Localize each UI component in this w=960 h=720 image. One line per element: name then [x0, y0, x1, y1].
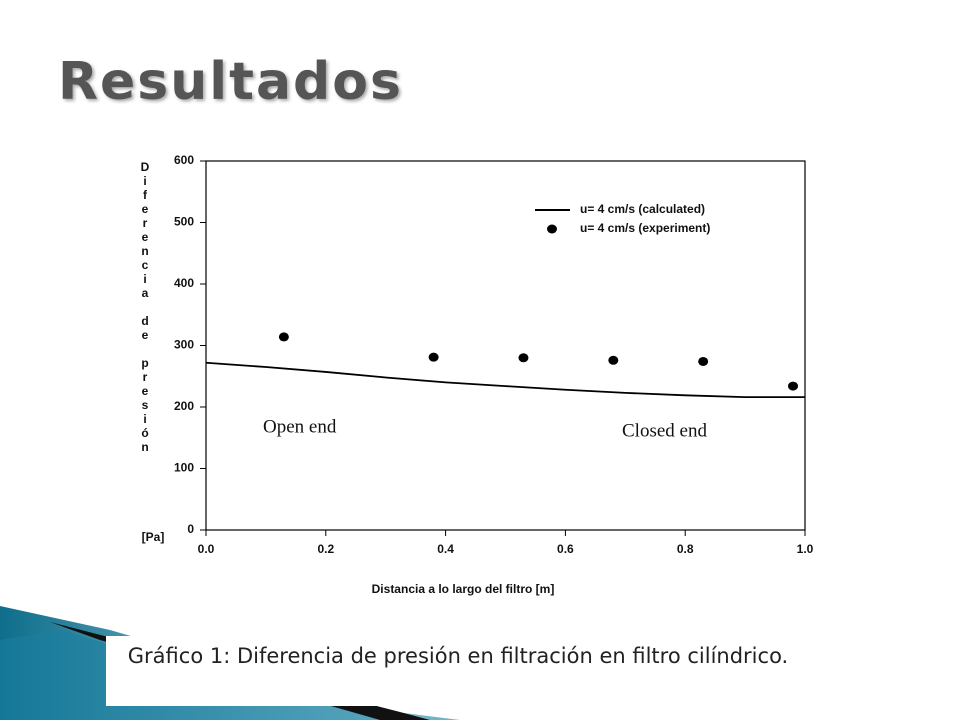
y-tick-label: 500	[174, 215, 194, 229]
data-point	[788, 381, 799, 391]
data-point	[608, 355, 619, 365]
data-point	[428, 352, 439, 362]
y-axis-unit: [Pa]	[142, 530, 165, 544]
y-tick-label: 300	[174, 338, 194, 352]
slide-title: Resultados	[58, 52, 403, 112]
data-point	[518, 353, 529, 363]
y-tick-label: 0	[187, 522, 194, 536]
data-line	[205, 361, 805, 399]
x-tick-label: 0.8	[677, 542, 694, 556]
legend-label: u= 4 cm/s (experiment)	[580, 221, 710, 235]
x-tick-label: 0.4	[437, 542, 454, 556]
legend-label: u= 4 cm/s (calculated)	[580, 202, 705, 216]
plot-frame	[205, 160, 806, 531]
x-axis-label: Distancia a lo largo del filtro [m]	[372, 582, 555, 596]
data-point	[698, 356, 709, 366]
y-tick-label: 200	[174, 399, 194, 413]
y-tick-label: 400	[174, 276, 194, 290]
x-tick-label: 0.6	[557, 542, 574, 556]
annotation: Closed end	[622, 420, 707, 441]
annotation: Open end	[263, 416, 337, 437]
y-axis-label: Diferencia de presión	[138, 160, 152, 454]
x-tick-label: 0.0	[198, 542, 215, 556]
data-point	[278, 332, 289, 342]
y-tick-label: 100	[174, 461, 194, 475]
x-tick-label: 0.2	[317, 542, 334, 556]
y-tick-label: 600	[174, 153, 194, 167]
caption: Gráfico 1: Diferencia de presión en filt…	[106, 636, 810, 706]
legend-marker	[547, 224, 557, 234]
x-tick-label: 1.0	[797, 542, 814, 556]
